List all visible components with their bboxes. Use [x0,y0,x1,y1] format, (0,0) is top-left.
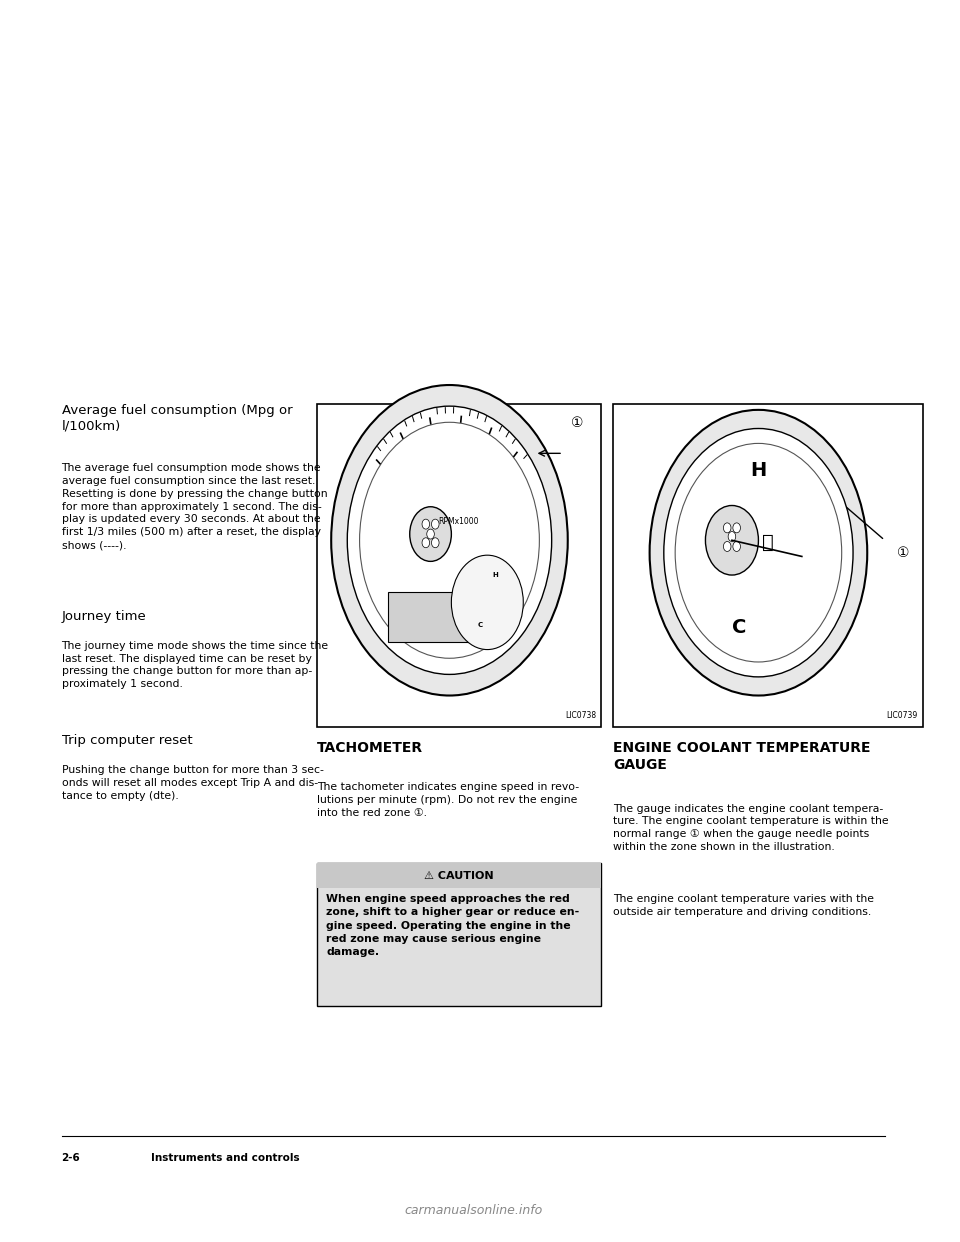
Text: The average fuel consumption mode shows the
average fuel consumption since the l: The average fuel consumption mode shows … [61,463,327,550]
Bar [388,592,473,642]
Circle shape [427,529,434,539]
Text: ⚠ CAUTION: ⚠ CAUTION [424,871,493,881]
Text: C: C [732,617,747,636]
Circle shape [422,519,430,529]
Text: ①: ① [898,545,910,560]
Circle shape [724,542,731,551]
Text: The tachometer indicates engine speed in revo-
lutions per minute (rpm). Do not : The tachometer indicates engine speed in… [317,782,579,818]
Circle shape [331,385,567,696]
Circle shape [348,406,552,674]
Bar [613,404,923,727]
Text: Instruments and controls: Instruments and controls [152,1153,300,1163]
Text: RPMx1000: RPMx1000 [439,517,479,527]
Text: Pushing the change button for more than 3 sec-
onds will reset all modes except : Pushing the change button for more than … [61,765,324,801]
Bar [317,404,601,727]
Bar [317,863,601,888]
Text: H: H [492,573,498,578]
Text: ⍨: ⍨ [762,533,774,553]
Circle shape [732,523,740,533]
Text: ENGINE COOLANT TEMPERATURE
GAUGE: ENGINE COOLANT TEMPERATURE GAUGE [613,741,871,771]
Bar [317,863,601,1006]
Text: carmanualsonline.info: carmanualsonline.info [404,1205,542,1217]
Circle shape [650,410,867,696]
Text: 2-6: 2-6 [61,1153,81,1163]
Text: H: H [751,461,766,481]
Text: TACHOMETER: TACHOMETER [317,741,423,755]
Circle shape [675,443,842,662]
Circle shape [360,422,540,658]
Circle shape [422,538,430,548]
Circle shape [732,542,740,551]
Circle shape [431,519,439,529]
Text: LIC0738: LIC0738 [565,712,596,720]
Text: C: C [477,622,482,627]
Text: When engine speed approaches the red
zone, shift to a higher gear or reduce en-
: When engine speed approaches the red zon… [326,894,580,958]
Circle shape [706,505,758,575]
Text: LIC0739: LIC0739 [887,712,918,720]
Circle shape [728,532,735,542]
Circle shape [410,507,451,561]
Text: Trip computer reset: Trip computer reset [61,734,192,746]
Text: Average fuel consumption (Mpg or
l/100km): Average fuel consumption (Mpg or l/100km… [61,404,292,432]
Text: The gauge indicates the engine coolant tempera-
ture. The engine coolant tempera: The gauge indicates the engine coolant t… [613,804,889,852]
Text: ①: ① [571,416,584,430]
Circle shape [451,555,523,650]
Circle shape [431,538,439,548]
Circle shape [663,428,853,677]
Text: The engine coolant temperature varies with the
outside air temperature and drivi: The engine coolant temperature varies wi… [613,894,875,917]
Circle shape [724,523,731,533]
Text: The journey time mode shows the time since the
last reset. The displayed time ca: The journey time mode shows the time sin… [61,641,328,689]
Text: Journey time: Journey time [61,610,146,622]
